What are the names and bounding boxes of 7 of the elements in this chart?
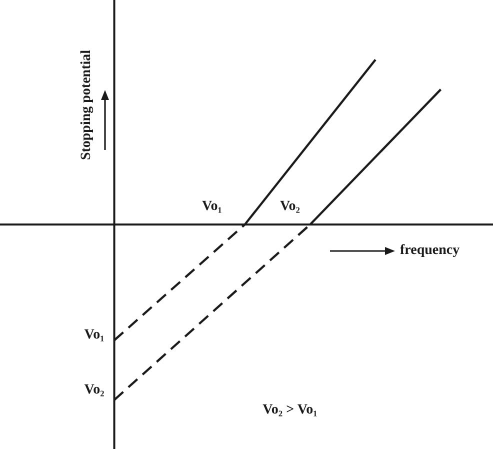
annotation: Vo₁ [84, 328, 104, 343]
text: Vo₂ > Vo₁ [262, 402, 318, 418]
annotation: Vo₁ [202, 199, 222, 214]
y-axis-title: Stopping potential [78, 50, 94, 160]
annotation: Vo₂ [280, 199, 300, 214]
x-axis-title: frequency [400, 243, 460, 258]
annotation: Vo₂ [84, 382, 104, 398]
